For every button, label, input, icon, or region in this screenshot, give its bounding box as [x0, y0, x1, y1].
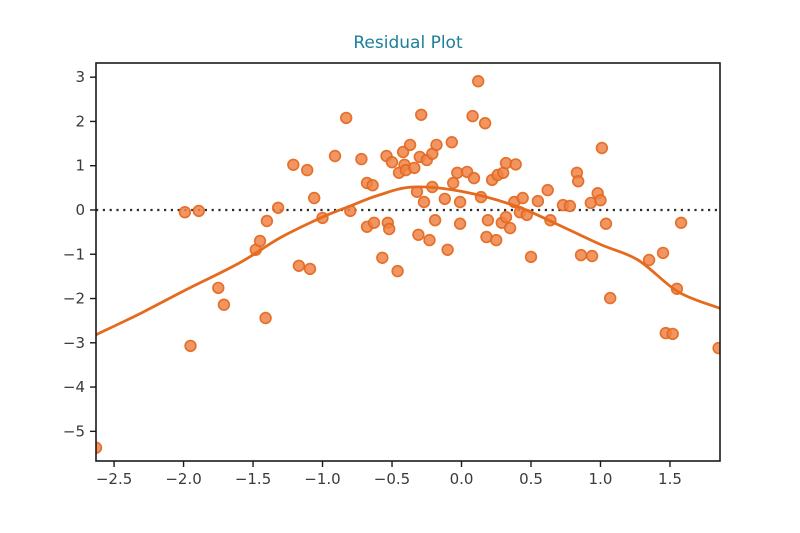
scatter-point — [642, 253, 656, 267]
scatter-point — [355, 152, 368, 166]
y-tick-label: −5 — [63, 422, 85, 440]
scatter-point — [674, 216, 688, 230]
scatter-point — [541, 183, 554, 197]
scatter-point — [367, 216, 381, 230]
scatter-point — [563, 199, 577, 213]
scatter-point — [666, 327, 679, 341]
scatter-point — [712, 341, 720, 355]
scatter-point — [472, 74, 485, 88]
scatter-point — [467, 171, 481, 185]
scatter-point — [292, 259, 306, 272]
scatter-point — [516, 191, 529, 205]
scatter-point — [430, 138, 443, 152]
scatter-point — [408, 161, 421, 175]
scatter-point — [415, 108, 428, 122]
scatter-point — [509, 158, 522, 171]
x-tick-label: −0.5 — [374, 470, 410, 488]
y-tick-label: 3 — [75, 68, 85, 86]
y-tick-label: −2 — [63, 290, 85, 308]
scatter-point — [303, 262, 317, 276]
scatter-point — [595, 141, 609, 155]
x-tick-label: −2.0 — [165, 470, 201, 488]
scatter-point — [192, 204, 206, 218]
scatter-point — [391, 264, 404, 278]
scatter-point — [531, 194, 545, 208]
scatter-point — [466, 109, 479, 123]
scatter-point — [412, 228, 425, 242]
scatter-point — [656, 246, 670, 260]
scatter-point — [301, 163, 314, 177]
y-tick-label: 2 — [75, 112, 85, 130]
x-tick-label: −1.5 — [235, 470, 271, 488]
y-tick-label: −1 — [63, 245, 85, 263]
scatter-point — [453, 195, 467, 209]
lowess-fit-curve — [96, 185, 720, 337]
scatter-point — [447, 176, 460, 190]
x-tick-label: 0.0 — [450, 470, 474, 488]
x-tick-label: 0.5 — [519, 470, 543, 488]
scatter-point — [385, 156, 399, 169]
scatter-point — [453, 217, 467, 230]
scatter-point — [499, 210, 513, 224]
scatter-point — [308, 191, 321, 205]
scatter-point — [184, 339, 197, 353]
scatter-point — [212, 281, 225, 295]
scatter-point — [445, 136, 458, 149]
scatter-point — [376, 251, 389, 264]
scatter-point — [585, 249, 599, 263]
scatter-point — [503, 221, 517, 235]
scatter-point — [383, 222, 396, 236]
scatter-point — [441, 243, 454, 257]
x-tick-label: 1.0 — [589, 470, 613, 488]
scatter-point — [599, 217, 613, 230]
y-tick-label: −4 — [63, 378, 85, 396]
scatter-point — [524, 250, 538, 264]
scatter-point — [403, 138, 417, 152]
scatter-point — [178, 206, 192, 219]
scatter-point — [571, 175, 585, 188]
scatter-point — [574, 248, 588, 262]
y-tick-label: 0 — [75, 201, 85, 219]
scatter-point — [287, 158, 300, 172]
scatter-point — [594, 194, 607, 207]
scatter-point — [603, 291, 617, 305]
x-tick-label: −1.0 — [304, 470, 340, 488]
scatter-point — [481, 214, 495, 227]
x-tick-label: 1.5 — [658, 470, 682, 488]
scatter-point — [423, 233, 436, 247]
axes-frame — [95, 62, 721, 462]
scatter-point — [253, 234, 267, 248]
scatter-point — [490, 233, 503, 247]
scatter-point — [259, 311, 272, 325]
scatter-point — [328, 149, 342, 163]
scatter-point — [340, 111, 353, 125]
scatter-point — [366, 179, 379, 192]
scatter-point — [428, 214, 442, 227]
y-tick-label: −3 — [63, 334, 85, 352]
scatter-point — [271, 201, 285, 215]
scatter-point — [478, 116, 492, 130]
plot-title: Residual Plot — [353, 33, 463, 53]
scatter-point — [438, 192, 451, 206]
x-tick-label: −2.5 — [96, 470, 132, 488]
scatter-point — [260, 214, 274, 228]
scatter-point — [217, 298, 231, 311]
scatter-point — [417, 195, 431, 209]
y-tick-label: 1 — [75, 157, 85, 175]
scatter-point — [96, 441, 103, 454]
